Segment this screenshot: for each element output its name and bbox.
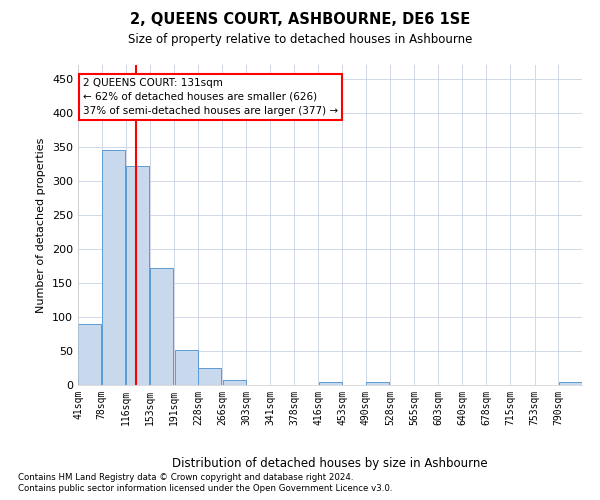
- Bar: [150, 268, 173, 385]
- Bar: [198, 368, 221, 385]
- Text: 2, QUEENS COURT, ASHBOURNE, DE6 1SE: 2, QUEENS COURT, ASHBOURNE, DE6 1SE: [130, 12, 470, 28]
- Bar: [127, 166, 149, 385]
- Text: Contains public sector information licensed under the Open Government Licence v3: Contains public sector information licen…: [18, 484, 392, 493]
- Bar: [175, 350, 197, 385]
- Text: 2 QUEENS COURT: 131sqm
← 62% of detached houses are smaller (626)
37% of semi-de: 2 QUEENS COURT: 131sqm ← 62% of detached…: [83, 78, 338, 116]
- Y-axis label: Number of detached properties: Number of detached properties: [37, 138, 46, 312]
- Bar: [79, 324, 101, 385]
- Text: Distribution of detached houses by size in Ashbourne: Distribution of detached houses by size …: [172, 458, 488, 470]
- Bar: [559, 382, 581, 385]
- Bar: [102, 150, 125, 385]
- Text: Size of property relative to detached houses in Ashbourne: Size of property relative to detached ho…: [128, 32, 472, 46]
- Bar: [366, 382, 389, 385]
- Text: Contains HM Land Registry data © Crown copyright and database right 2024.: Contains HM Land Registry data © Crown c…: [18, 472, 353, 482]
- Bar: [319, 382, 342, 385]
- Bar: [223, 380, 245, 385]
